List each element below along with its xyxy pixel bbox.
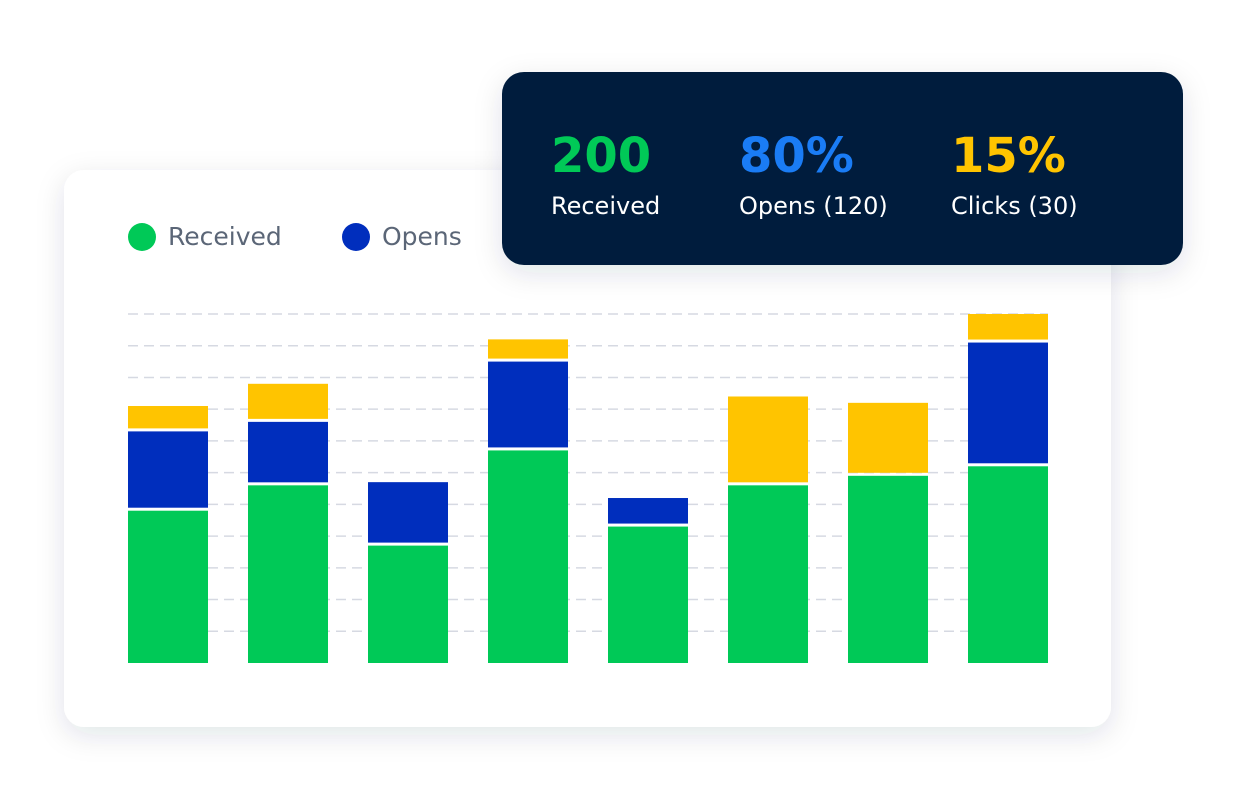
bar-segment (248, 485, 328, 663)
legend-marker (342, 223, 370, 251)
stat-label: Clicks (30) (951, 192, 1078, 220)
bar-segment (368, 545, 448, 663)
stats: 200 Received 80% Opens (120) 15% Clicks (30) (551, 128, 1078, 220)
stat-value: 80% (739, 128, 854, 184)
bar-segment (488, 361, 568, 448)
legend: Received Opens (128, 222, 462, 251)
stat-value: 15% (951, 128, 1066, 184)
legend-label: Received (168, 222, 282, 251)
bar-segment (128, 431, 208, 508)
stat-value: 200 (551, 128, 651, 184)
bar-segment (488, 450, 568, 663)
bar-segment (368, 482, 448, 543)
bar-segment (248, 421, 328, 483)
bar-segment (128, 510, 208, 663)
bar-segment (968, 342, 1048, 464)
legend-marker (128, 223, 156, 251)
bar-segment (128, 406, 208, 429)
bar-segment (968, 466, 1048, 663)
bar-segment (848, 475, 928, 663)
stat-label: Opens (120) (739, 192, 888, 220)
legend-label: Opens (382, 222, 462, 251)
bar-segment (608, 498, 688, 524)
stats-panel (502, 72, 1183, 265)
bar-segment (728, 396, 808, 483)
bar-segment (488, 339, 568, 359)
bar-segment (248, 383, 328, 419)
bar-segment (728, 485, 808, 663)
bar-segment (848, 402, 928, 473)
stat-label: Received (551, 192, 660, 220)
bar-segment (968, 314, 1048, 340)
plot (128, 313, 1048, 663)
bar-segment (608, 526, 688, 663)
